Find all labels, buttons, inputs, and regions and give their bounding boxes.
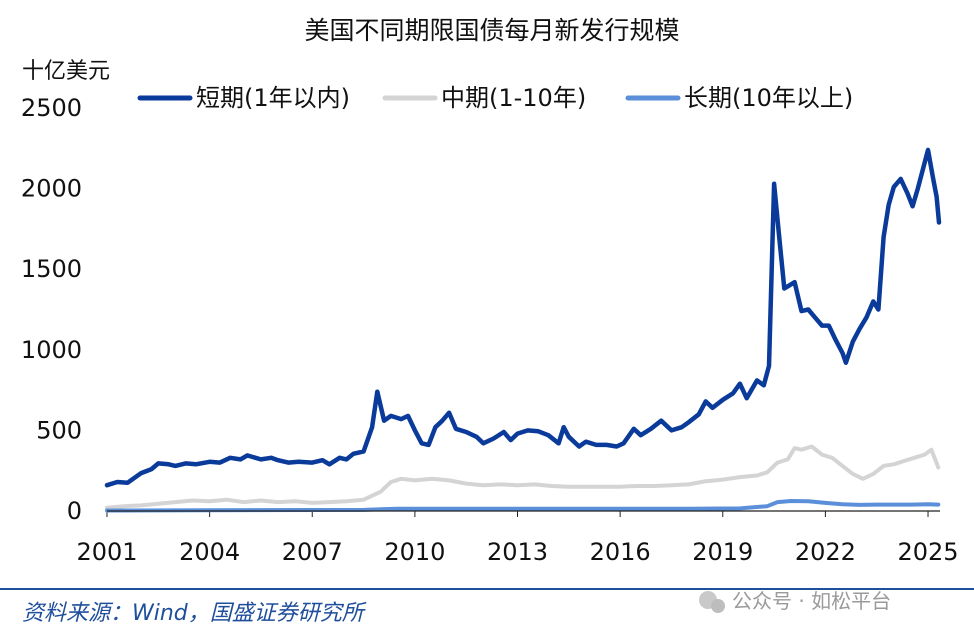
x-tick-label: 2004 <box>179 538 240 566</box>
x-tick-label: 2007 <box>282 538 343 566</box>
watermark: 公众号 · 如松平台 <box>699 589 891 613</box>
series-line-2 <box>105 499 941 513</box>
series-line-1 <box>105 444 941 510</box>
legend-label-1: 中期(1-10年) <box>441 84 586 112</box>
series-line-0 <box>104 147 942 488</box>
x-tick-label: 2022 <box>795 538 856 566</box>
legend-label-0: 短期(1年以内) <box>196 84 350 112</box>
y-axis-ticks: 0 500 1000 1500 2000 2500 <box>21 94 82 525</box>
legend-label-2: 长期(10年以上) <box>684 84 853 112</box>
chart-title: 美国不同期限国债每月新发行规模 <box>304 16 679 45</box>
series-group <box>104 147 942 513</box>
source-note: 资料来源：Wind，国盛证券研究所 <box>22 601 367 626</box>
y-tick-label: 500 <box>36 416 82 444</box>
x-tick-label: 2013 <box>487 538 548 566</box>
x-tick-label: 2019 <box>692 538 753 566</box>
y-axis-unit-label: 十亿美元 <box>22 59 110 84</box>
x-tick-label: 2025 <box>897 538 958 566</box>
x-tick-label: 2016 <box>590 538 651 566</box>
y-tick-label: 2500 <box>21 94 82 122</box>
x-axis-ticks: 2001 2004 2007 2010 2013 2016 2019 2022 2025 <box>76 511 959 566</box>
wechat-icon-small <box>711 599 725 613</box>
x-tick-label: 2001 <box>76 538 137 566</box>
y-tick-label: 0 <box>67 497 82 525</box>
watermark-text: 公众号 · 如松平台 <box>732 589 891 613</box>
y-tick-label: 1000 <box>21 336 82 364</box>
x-tick-label: 2010 <box>384 538 445 566</box>
y-tick-label: 2000 <box>21 175 82 203</box>
legend: 短期(1年以内) 中期(1-10年) 长期(10年以上) <box>137 84 853 112</box>
y-tick-label: 1500 <box>21 255 82 283</box>
